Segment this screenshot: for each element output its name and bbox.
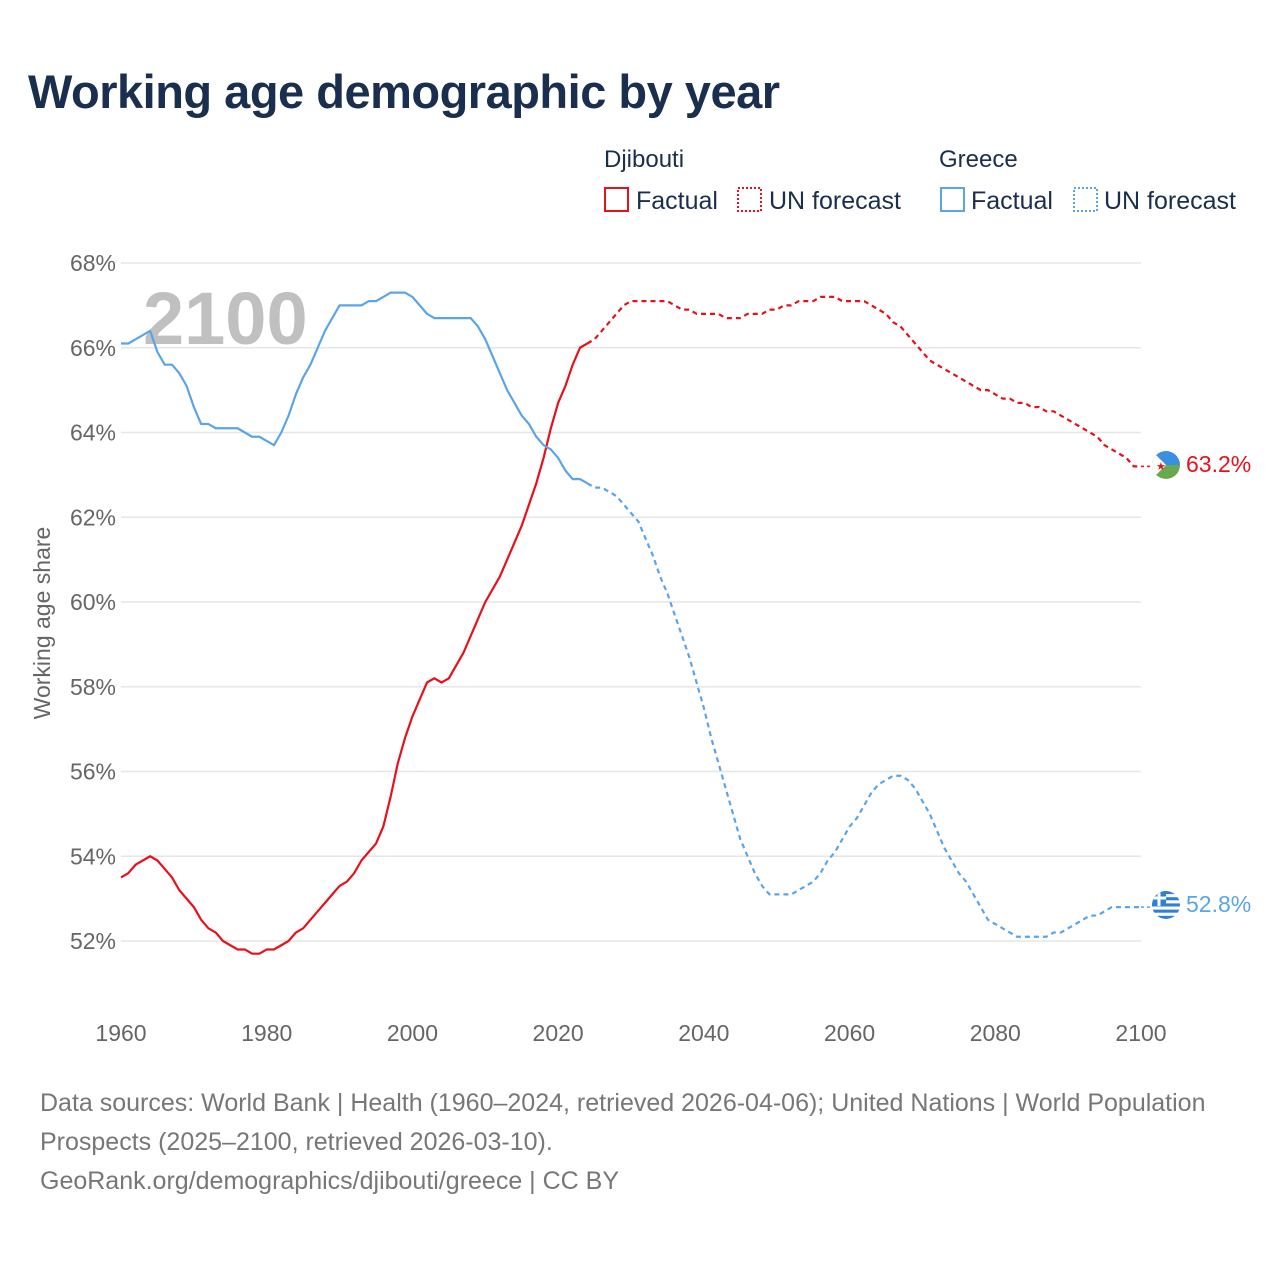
x-tick-label: 2000 [387, 1020, 438, 1046]
x-tick-label: 2040 [678, 1020, 729, 1046]
page-title: Working age demographic by year [28, 65, 780, 118]
series-lines [120, 291, 1152, 955]
djibouti-flag-icon: ★ [1152, 451, 1180, 479]
legend: Djibouti Factual UN forecast Greece Fact… [604, 146, 1236, 215]
x-tick-label: 1980 [241, 1020, 292, 1046]
legend-swatch-greece-forecast[interactable] [1073, 187, 1098, 212]
greece-flag-icon [1152, 891, 1180, 919]
x-tick-label: 2080 [970, 1020, 1021, 1046]
series-line-djibouti-factual[interactable] [120, 342, 588, 955]
chart: Djibouti Factual UN forecast Greece Fact… [29, 146, 1251, 1046]
footer: Data sources: World Bank | Health (1960–… [40, 1084, 1240, 1201]
series-line-greece-forecast[interactable] [586, 482, 1141, 938]
svg-text:★: ★ [1156, 460, 1166, 473]
y-tick-label: 56% [70, 759, 116, 785]
x-tick-label: 1960 [95, 1020, 146, 1046]
legend-swatch-djibouti-factual[interactable] [604, 187, 629, 212]
y-tick-label: 66% [70, 335, 116, 361]
footer-attribution: GeoRank.org/demographics/djibouti/greece… [40, 1167, 620, 1195]
legend-group-greece: Greece [939, 146, 1018, 173]
series-line-greece-factual[interactable] [121, 291, 588, 485]
x-tick-label: 2020 [533, 1020, 584, 1046]
footer-sources: Data sources: World Bank | Health (1960–… [40, 1089, 1206, 1156]
legend-label-greece-factual[interactable]: Factual [971, 187, 1053, 215]
legend-swatch-greece-factual[interactable] [940, 187, 965, 212]
y-tick-label: 58% [70, 674, 116, 700]
legend-group-djibouti: Djibouti [604, 146, 684, 173]
y-tick-label: 68% [70, 250, 116, 276]
x-tick-label: 2100 [1115, 1020, 1166, 1046]
year-display: 2100 [143, 277, 308, 360]
x-axis: 1960 1980 2000 2020 2040 2060 2080 2100 [95, 1020, 1166, 1046]
y-axis: 52% 54% 56% 58% 60% 62% 64% 66% 68% [70, 250, 116, 954]
y-tick-label: 64% [70, 420, 116, 446]
y-tick-label: 60% [70, 589, 116, 615]
legend-swatch-djibouti-forecast[interactable] [737, 187, 762, 212]
grid [121, 262, 1141, 942]
end-label-djibouti: 63.2% [1186, 451, 1251, 477]
series-line-djibouti-forecast[interactable] [586, 295, 1141, 468]
y-tick-label: 52% [70, 928, 116, 954]
x-tick-label: 2060 [824, 1020, 875, 1046]
legend-label-djibouti-factual[interactable]: Factual [636, 187, 718, 215]
legend-label-djibouti-forecast[interactable]: UN forecast [769, 187, 901, 215]
legend-label-greece-forecast[interactable]: UN forecast [1104, 187, 1236, 215]
y-tick-label: 62% [70, 504, 116, 530]
end-label-greece: 52.8% [1186, 891, 1251, 917]
y-axis-label: Working age share [29, 527, 55, 720]
y-tick-label: 54% [70, 843, 116, 869]
